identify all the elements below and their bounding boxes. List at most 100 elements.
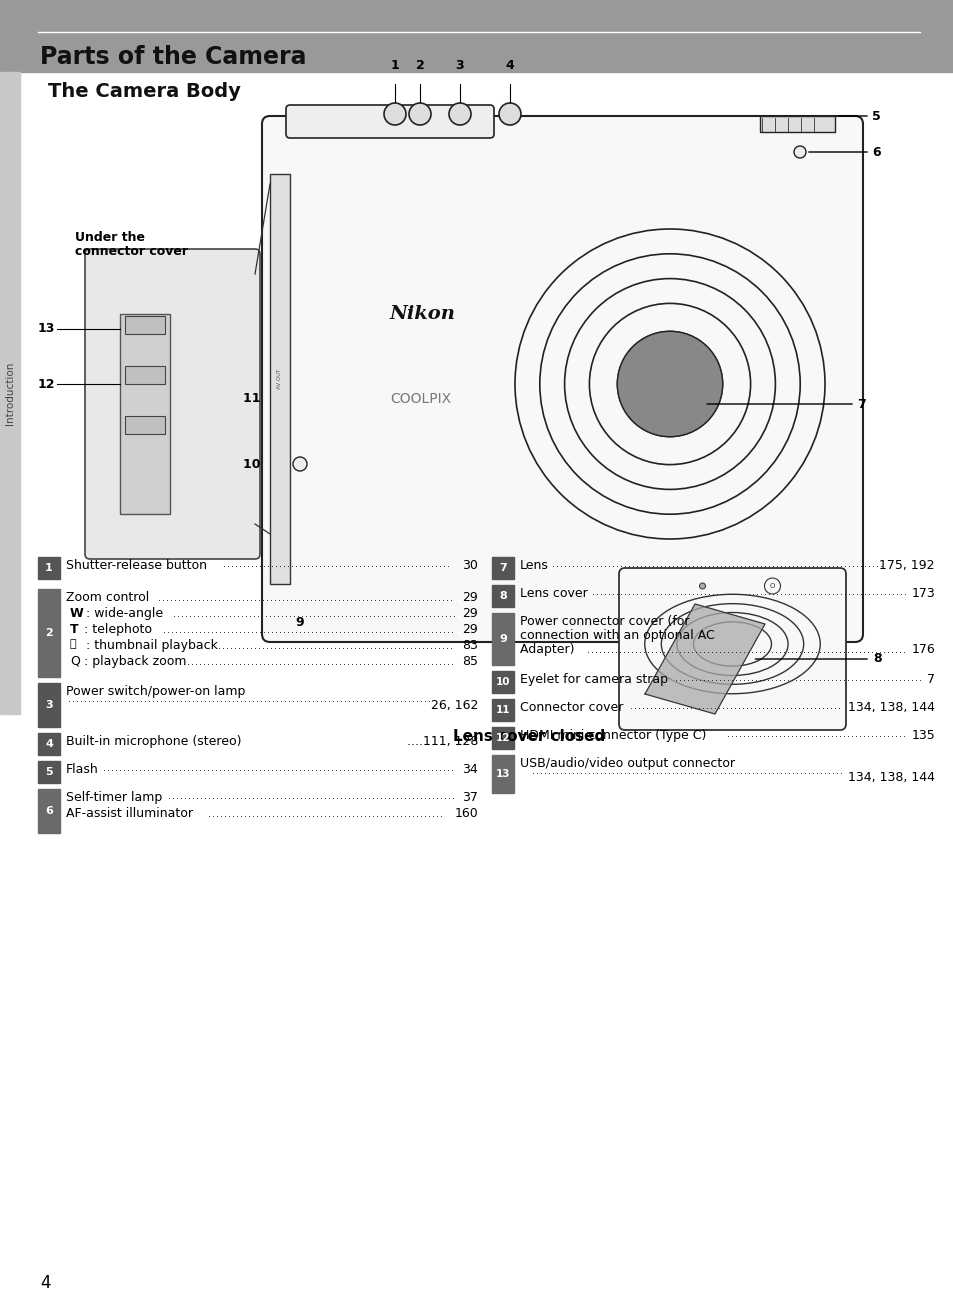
Circle shape: [449, 102, 471, 125]
Circle shape: [617, 331, 722, 436]
Bar: [492, 756, 514, 794]
Text: connector cover: connector cover: [75, 244, 188, 258]
Bar: [38, 788, 60, 833]
Text: Under the: Under the: [75, 231, 145, 244]
Bar: [38, 589, 60, 677]
Text: 4: 4: [40, 1275, 51, 1292]
Text: 13: 13: [496, 769, 510, 779]
FancyBboxPatch shape: [618, 568, 845, 731]
Bar: [492, 585, 514, 607]
Text: COOLPIX: COOLPIX: [390, 392, 451, 406]
Text: 26, 162: 26, 162: [430, 699, 477, 712]
Text: Connector cover: Connector cover: [519, 700, 622, 714]
Text: 6: 6: [871, 146, 880, 159]
Circle shape: [793, 146, 805, 158]
Text: 1: 1: [45, 562, 52, 573]
Text: 13: 13: [37, 322, 55, 335]
Text: 29: 29: [462, 607, 477, 620]
Text: 85: 85: [461, 654, 477, 668]
Text: : telephoto: : telephoto: [80, 623, 152, 636]
Text: ⬛: ⬛: [70, 639, 76, 649]
Bar: [0, 72, 20, 714]
Bar: [760, 116, 834, 131]
Text: : wide-angle: : wide-angle: [82, 607, 163, 620]
Text: O: O: [769, 583, 775, 589]
Circle shape: [293, 457, 307, 470]
Bar: [38, 733, 60, 756]
Text: Power switch/power-on lamp: Power switch/power-on lamp: [66, 685, 245, 698]
Text: 8: 8: [872, 653, 881, 665]
Text: 175, 192: 175, 192: [879, 558, 934, 572]
Bar: [38, 761, 60, 783]
Text: 3: 3: [45, 700, 52, 710]
Text: Zoom control: Zoom control: [66, 591, 149, 604]
Text: 11: 11: [243, 393, 265, 406]
Bar: [270, 173, 290, 583]
FancyBboxPatch shape: [85, 248, 260, 558]
FancyBboxPatch shape: [262, 116, 862, 643]
Text: : playback zoom: : playback zoom: [80, 654, 186, 668]
Text: HDMI mini connector (Type C): HDMI mini connector (Type C): [519, 729, 705, 742]
Text: : thumbnail playback: : thumbnail playback: [82, 639, 217, 652]
Text: 29: 29: [462, 623, 477, 636]
Text: 4: 4: [45, 738, 52, 749]
Text: AF-assist illuminator: AF-assist illuminator: [66, 807, 193, 820]
Text: 9: 9: [498, 633, 506, 644]
Text: Lens: Lens: [519, 558, 548, 572]
Text: connection with an optional AC: connection with an optional AC: [519, 629, 714, 643]
Text: 6: 6: [45, 805, 52, 816]
Bar: [492, 671, 514, 692]
Text: 11: 11: [496, 706, 510, 715]
Text: 135: 135: [910, 729, 934, 742]
Bar: [492, 727, 514, 749]
Text: 37: 37: [461, 791, 477, 804]
Text: 1: 1: [390, 59, 399, 72]
Text: 5: 5: [45, 767, 52, 777]
Text: 160: 160: [454, 807, 477, 820]
Bar: [492, 614, 514, 665]
Text: 9: 9: [295, 615, 304, 628]
Text: 134, 138, 144: 134, 138, 144: [847, 771, 934, 784]
Text: Introduction: Introduction: [5, 361, 15, 424]
Circle shape: [641, 356, 698, 411]
Text: Parts of the Camera: Parts of the Camera: [40, 45, 306, 70]
Text: Flash: Flash: [66, 763, 99, 777]
Text: Nikon: Nikon: [390, 305, 456, 323]
Text: 83: 83: [461, 639, 477, 652]
Circle shape: [617, 331, 722, 436]
Text: Power connector cover (for: Power connector cover (for: [519, 615, 689, 628]
Text: 5: 5: [871, 109, 880, 122]
Text: Q: Q: [70, 654, 80, 668]
Text: 30: 30: [461, 558, 477, 572]
Bar: [120, 314, 170, 514]
Circle shape: [498, 102, 520, 125]
Text: 7: 7: [926, 673, 934, 686]
Bar: [125, 315, 165, 334]
Text: Lens cover: Lens cover: [519, 587, 587, 600]
FancyBboxPatch shape: [286, 105, 494, 138]
Text: AV OUT: AV OUT: [277, 369, 282, 389]
Text: Eyelet for camera strap: Eyelet for camera strap: [519, 673, 667, 686]
Text: 10: 10: [496, 677, 510, 687]
Text: 173: 173: [910, 587, 934, 600]
Bar: [38, 683, 60, 727]
Text: Shutter-release button: Shutter-release button: [66, 558, 207, 572]
Text: Self-timer lamp: Self-timer lamp: [66, 791, 162, 804]
Bar: [38, 557, 60, 579]
Circle shape: [384, 102, 406, 125]
Text: 29: 29: [462, 591, 477, 604]
Circle shape: [699, 583, 705, 589]
Text: 10: 10: [243, 457, 265, 470]
Text: ....111, 128: ....111, 128: [406, 735, 477, 748]
Text: T: T: [70, 623, 78, 636]
Bar: [125, 417, 165, 434]
Text: 2: 2: [416, 59, 424, 72]
Text: The Camera Body: The Camera Body: [48, 81, 240, 101]
Text: USB/audio/video output connector: USB/audio/video output connector: [519, 757, 734, 770]
Text: 12: 12: [496, 733, 510, 742]
Text: 134, 138, 144: 134, 138, 144: [847, 700, 934, 714]
Text: 176: 176: [910, 643, 934, 656]
Circle shape: [409, 102, 431, 125]
Bar: [492, 699, 514, 721]
Text: Adapter): Adapter): [519, 643, 578, 656]
